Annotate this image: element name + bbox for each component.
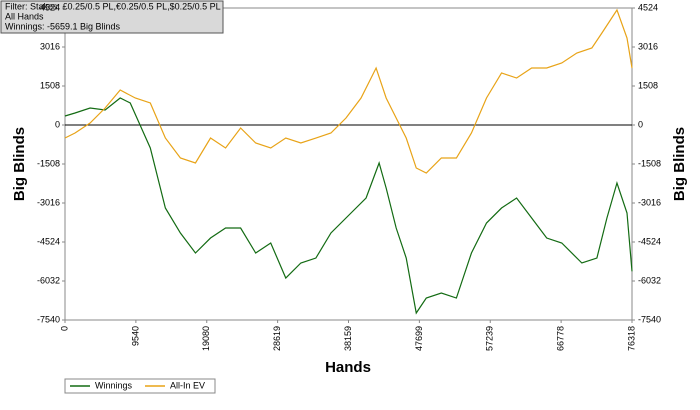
y2-tick-label: -4524 — [638, 236, 661, 246]
x-axis-title: Hands — [325, 359, 371, 376]
series-line — [64, 97, 633, 315]
x-tick-label: 66778 — [555, 326, 565, 351]
series-line — [64, 8, 633, 174]
filter-box — [0, 0, 224, 34]
y-tick-label: 4524 — [40, 2, 60, 12]
y2-tick-label: 4524 — [638, 2, 658, 12]
y-tick-label: 1508 — [40, 80, 60, 90]
y2-tick-label: -1508 — [638, 158, 661, 168]
filter-line: All Hands — [5, 11, 44, 21]
x-tick-label: 76318 — [626, 326, 636, 351]
y2-tick-label: 0 — [638, 119, 643, 129]
filter-line: Filter: Stakes: £0.25/0.5 PL,€0.25/0.5 P… — [5, 1, 221, 11]
y2-tick-label: -7540 — [638, 314, 661, 324]
x-tick-label: 47699 — [414, 326, 424, 351]
y-tick-label: 0 — [55, 119, 60, 129]
y-tick-label: -1508 — [37, 158, 60, 168]
y-tick-label: -6032 — [37, 275, 60, 285]
y-tick-label: -7540 — [37, 314, 60, 324]
x-tick-label: 9540 — [130, 326, 140, 346]
legend — [64, 378, 216, 394]
y2-axis-title: Big Blinds — [671, 127, 688, 201]
plot-frame — [64, 7, 633, 321]
y2-tick-label: 3016 — [638, 41, 658, 51]
x-tick-label: 38159 — [343, 326, 353, 351]
x-tick-label: 28619 — [272, 326, 282, 351]
y2-tick-label: -3016 — [638, 197, 661, 207]
x-tick-label: 19080 — [201, 326, 211, 351]
legend-label: All-In EV — [170, 380, 205, 390]
filter-line: Winnings: -5659.1 Big Blinds — [5, 21, 121, 31]
legend-label: Winnings — [95, 380, 133, 390]
y-tick-label: -4524 — [37, 236, 60, 246]
y-tick-label: 3016 — [40, 41, 60, 51]
x-tick-label: 57239 — [485, 326, 495, 351]
y-tick-label: -3016 — [37, 197, 60, 207]
y2-tick-label: -6032 — [638, 275, 661, 285]
y-axis-title: Big Blinds — [11, 127, 28, 201]
x-tick-label: 0 — [59, 326, 69, 331]
y2-tick-label: 1508 — [638, 80, 658, 90]
